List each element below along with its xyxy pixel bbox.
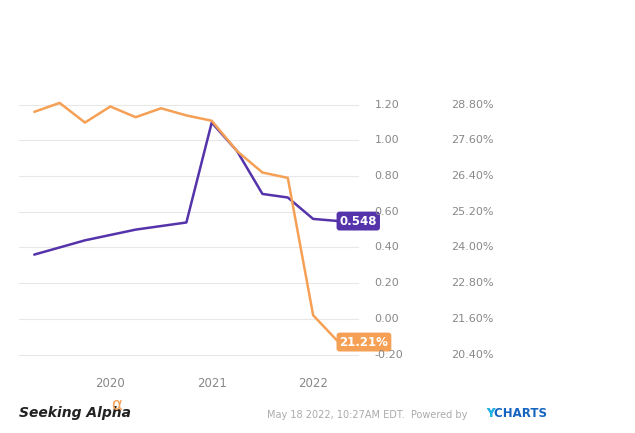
Text: Y: Y (486, 407, 494, 420)
Text: 0.80: 0.80 (375, 171, 399, 181)
Text: α: α (111, 395, 122, 414)
Text: 0.40: 0.40 (375, 242, 399, 252)
Text: YCHARTS: YCHARTS (486, 407, 547, 420)
Text: -0.20: -0.20 (375, 349, 403, 359)
Text: 26.40%: 26.40% (451, 171, 493, 181)
Text: 25.20%: 25.20% (451, 207, 493, 217)
Text: 28.80%: 28.80% (451, 100, 493, 110)
Text: Seeking Alpha: Seeking Alpha (19, 406, 131, 420)
Text: 0.00: 0.00 (375, 314, 399, 324)
Text: 21.60%: 21.60% (451, 314, 493, 324)
Text: 20.40%: 20.40% (451, 349, 493, 359)
Text: 24.00%: 24.00% (451, 242, 493, 252)
Legend: Valhi Inc Financial Debt to Equity (Quarterly), Valhi Inc Debt to Assets (Quarte: Valhi Inc Financial Debt to Equity (Quar… (15, 0, 300, 1)
Text: 0.20: 0.20 (375, 278, 399, 288)
Text: 0.60: 0.60 (375, 207, 399, 217)
Text: 22.80%: 22.80% (451, 278, 493, 288)
Text: 0.548: 0.548 (340, 215, 377, 228)
Text: 1.00: 1.00 (375, 136, 399, 145)
Text: May 18 2022, 10:27AM EDT.  Powered by: May 18 2022, 10:27AM EDT. Powered by (267, 410, 470, 420)
Text: 1.20: 1.20 (375, 100, 399, 110)
Text: 21.21%: 21.21% (340, 336, 389, 349)
Text: 27.60%: 27.60% (451, 136, 493, 145)
